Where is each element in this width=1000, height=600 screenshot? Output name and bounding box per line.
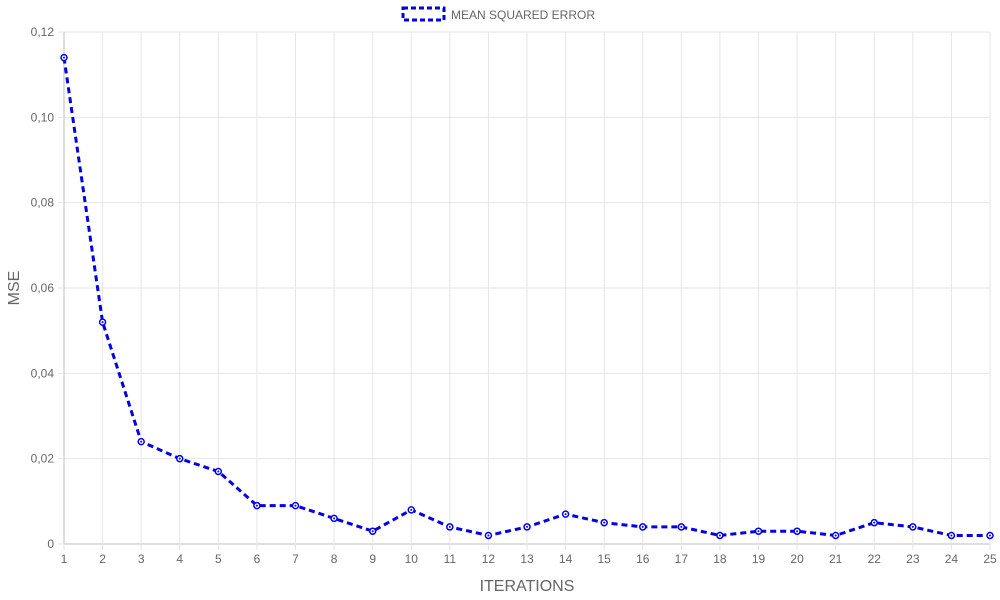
x-tick-label: 24 [945,552,959,566]
y-tick-label: 0,06 [31,281,55,295]
data-point-center [178,457,181,460]
data-point-center [63,56,65,59]
data-point-center [371,530,374,533]
legend[interactable]: MEAN SQUARED ERROR [401,6,595,22]
legend-label: MEAN SQUARED ERROR [451,8,595,22]
data-point-center [641,525,644,528]
x-tick-label: 13 [520,552,534,566]
x-tick-label: 12 [482,552,496,566]
y-tick-label: 0,08 [31,196,55,210]
x-tick-label: 3 [138,552,145,566]
x-tick-label: 25 [983,552,997,566]
x-tick-label: 16 [636,552,650,566]
x-tick-label: 2 [99,552,106,566]
legend-swatch-icon [401,6,446,22]
data-point-center [950,534,953,537]
data-point-center [834,534,837,537]
x-tick-label: 19 [752,552,766,566]
x-tick-label: 17 [675,552,689,566]
data-point-center [757,530,760,533]
data-point-center [718,534,721,537]
data-point-center [333,517,336,520]
data-point-center [294,504,297,507]
axes: 00,020,040,060,080,100,121 2 3 4 5 6 7 8 9 10 11 12… [31,25,997,566]
data-point-center [410,508,413,511]
x-tick-label: 23 [906,552,920,566]
y-tick-label: 0,10 [31,110,55,124]
data-point-center [487,534,490,537]
grid [63,31,991,545]
data-point-center [873,521,876,524]
x-tick-label: 18 [713,552,727,566]
y-tick-label: 0 [47,537,54,551]
data-point-center [603,521,606,524]
x-tick-label: 9 [369,552,376,566]
data-point-center [255,504,258,507]
data-point-center [680,525,683,528]
data-point-center [911,525,914,528]
x-tick-label: 10 [405,552,419,566]
data-point-center [564,513,567,516]
data-point-center [796,530,799,533]
data-point-center [101,321,104,324]
data-point-center [217,470,220,473]
y-tick-label: 0,12 [31,25,55,39]
x-axis-title: ITERATIONS [480,578,575,595]
y-axis-title: MSE [6,271,23,306]
data-point-center [140,440,143,443]
x-tick-label: 7 [292,552,299,566]
x-tick-label: 14 [559,552,573,566]
x-tick-label: 22 [868,552,882,566]
x-tick-label: 21 [829,552,843,566]
data-point-center [989,534,991,537]
x-tick-label: 8 [331,552,338,566]
y-tick-label: 0,04 [31,366,55,380]
x-tick-label: 20 [790,552,804,566]
data-point-center [526,525,528,528]
x-tick-label: 4 [176,552,183,566]
data-point-center [448,525,451,528]
x-tick-label: 5 [215,552,222,566]
x-tick-label: 6 [254,552,261,566]
x-tick-label: 15 [597,552,611,566]
x-tick-label: 1 [61,552,68,566]
y-tick-label: 0,02 [31,452,55,466]
x-tick-label: 11 [444,552,457,566]
series [60,53,994,540]
